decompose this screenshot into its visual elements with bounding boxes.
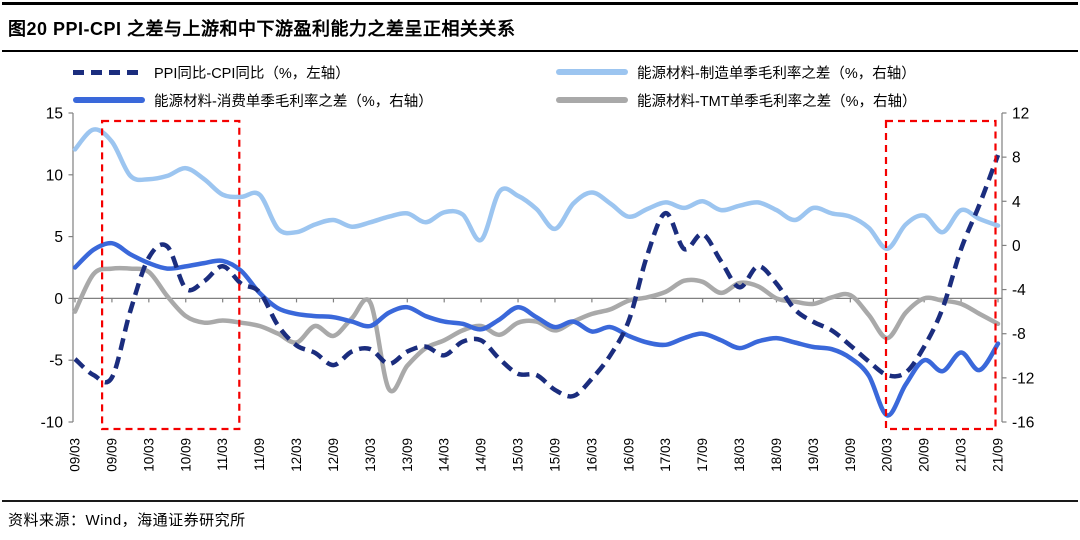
left-axis-tick-label: 5 <box>54 229 63 246</box>
x-axis-labels: 09/03 09/09 10/03 10/09 11/03 11/09 12/03 12/09… <box>68 438 1006 472</box>
right-axis-tick-label: 12 <box>1012 106 1029 123</box>
x-tick-label: 14/03 <box>437 438 452 472</box>
x-tick-label: 13/09 <box>400 438 415 472</box>
x-tick-label: 10/03 <box>141 438 156 472</box>
x-tick-label: 11/03 <box>215 438 230 471</box>
x-tick-label: 18/09 <box>769 438 784 472</box>
title-separator-line <box>2 50 1078 52</box>
right-axis-tick-label: 8 <box>1012 150 1021 167</box>
x-tick-label: 18/03 <box>732 438 747 472</box>
x-tick-label: 16/03 <box>584 438 599 472</box>
series-line-2 <box>72 240 1001 418</box>
left-axis-tick-label: 0 <box>54 291 63 308</box>
legend-item-tmt-diff: 能源材料-TMT单季毛利率之差（%，右轴） <box>556 90 917 110</box>
figure-title: 图20 PPI-CPI 之差与上游和中下游盈利能力之差呈正相关关系 <box>8 19 516 39</box>
right-axis-tick-label: -12 <box>1012 370 1034 387</box>
legend-label: 能源材料-消费单季毛利率之差（%，右轴） <box>154 93 433 110</box>
series-line-3 <box>72 265 1001 394</box>
x-tick-label: 14/09 <box>474 438 489 472</box>
highlight-box-1 <box>100 119 241 431</box>
left-axis-tick-label: 15 <box>46 106 63 123</box>
legend-line-swatch <box>556 69 628 75</box>
x-tick-label: 21/03 <box>954 438 969 472</box>
right-axis-tick-label: -8 <box>1012 326 1026 343</box>
x-axis <box>73 297 1002 303</box>
left-axis-tick-label: -10 <box>41 415 64 432</box>
right-axis-tick-label: 0 <box>1012 238 1021 255</box>
x-tick-label: 21/09 <box>991 438 1006 472</box>
x-tick-label: 11/09 <box>252 438 267 471</box>
highlight-box-2 <box>884 119 997 431</box>
x-tick-label: 16/09 <box>621 438 636 472</box>
series-line-0 <box>73 154 1001 399</box>
x-tick-label: 09/03 <box>68 438 83 472</box>
legend-item-consumer-diff: 能源材料-消费单季毛利率之差（%，右轴） <box>73 90 433 110</box>
legend-line-swatch <box>73 97 145 103</box>
x-tick-label: 20/03 <box>880 438 895 472</box>
y-axis-right: 12 8 4 0 -4 -8 -12 -16 <box>1001 106 1034 432</box>
legend-line-swatch <box>556 97 628 103</box>
x-tick-label: 17/03 <box>658 438 673 472</box>
x-tick-label: 09/09 <box>104 438 119 472</box>
top-border-line <box>2 2 1078 5</box>
legend-label: PPI同比-CPI同比（%，左轴） <box>154 65 350 82</box>
x-tick-label: 17/09 <box>695 438 710 472</box>
x-tick-label: 13/03 <box>363 438 378 472</box>
legend-dashed-line-swatch <box>73 69 145 75</box>
x-tick-label: 12/03 <box>289 438 304 472</box>
legend-item-manufacturing-diff: 能源材料-制造单季毛利率之差（%，右轴） <box>556 62 916 82</box>
series-line-1 <box>72 127 1001 251</box>
x-tick-label: 10/09 <box>178 438 193 472</box>
left-axis-tick-label: -5 <box>49 353 63 370</box>
legend-label: 能源材料-制造单季毛利率之差（%，右轴） <box>637 65 916 82</box>
x-tick-label: 15/03 <box>511 438 526 472</box>
source-note: 资料来源：Wind，海通证券研究所 <box>8 512 246 529</box>
x-tick-label: 15/09 <box>548 438 563 472</box>
left-axis-tick-label: 10 <box>46 167 64 184</box>
right-axis-tick-label: -16 <box>1012 415 1034 432</box>
legend-label: 能源材料-TMT单季毛利率之差（%，右轴） <box>637 93 917 110</box>
x-tick-label: 19/09 <box>843 438 858 472</box>
x-tick-label: 12/09 <box>326 438 341 472</box>
x-tick-label: 20/09 <box>917 438 932 472</box>
right-axis-tick-label: -4 <box>1012 282 1026 299</box>
source-separator-line <box>2 500 1078 502</box>
y-axis-left: 15 10 5 0 -5 -10 <box>41 106 74 432</box>
legend-item-ppi-cpi: PPI同比-CPI同比（%，左轴） <box>73 62 350 82</box>
right-axis-tick-label: 4 <box>1012 194 1021 211</box>
x-tick-label: 19/03 <box>806 438 821 472</box>
